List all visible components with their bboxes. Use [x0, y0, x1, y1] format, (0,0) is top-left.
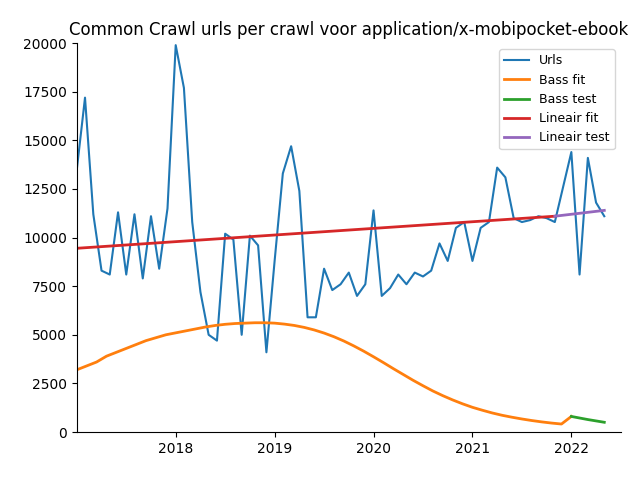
Bass test: [568, 414, 575, 420]
Line: Lineair test: Lineair test: [555, 210, 604, 216]
Urls: [378, 293, 385, 299]
Bass fit: [221, 322, 229, 327]
Bass fit: [251, 320, 259, 325]
Bass fit: [182, 328, 189, 334]
Bass fit: [568, 414, 575, 420]
Bass fit: [73, 367, 81, 372]
Urls: [262, 349, 270, 355]
Bass fit: [548, 420, 556, 426]
Bass fit: [231, 321, 239, 326]
Bass fit: [557, 421, 565, 427]
Bass fit: [439, 393, 447, 398]
Urls: [304, 314, 312, 320]
Lineair test: [551, 213, 559, 219]
Urls: [345, 270, 353, 276]
Line: Bass fit: Bass fit: [77, 323, 572, 424]
Urls: [600, 213, 608, 219]
Urls: [428, 268, 435, 274]
Line: Bass test: Bass test: [572, 417, 604, 422]
Line: Urls: Urls: [77, 45, 604, 352]
Bass test: [576, 415, 584, 421]
Urls: [139, 276, 147, 281]
Urls: [172, 42, 180, 48]
Bass test: [584, 417, 592, 422]
Title: Common Crawl urls per crawl voor application/x-mobipocket-ebook: Common Crawl urls per crawl voor applica…: [69, 21, 628, 39]
Urls: [419, 274, 427, 279]
Bass test: [600, 420, 608, 425]
Legend: Urls, Bass fit, Bass test, Lineair fit, Lineair test: Urls, Bass fit, Bass test, Lineair fit, …: [499, 49, 614, 149]
Lineair test: [600, 207, 608, 213]
Urls: [73, 167, 81, 172]
Bass test: [592, 418, 600, 424]
Bass fit: [409, 377, 417, 383]
